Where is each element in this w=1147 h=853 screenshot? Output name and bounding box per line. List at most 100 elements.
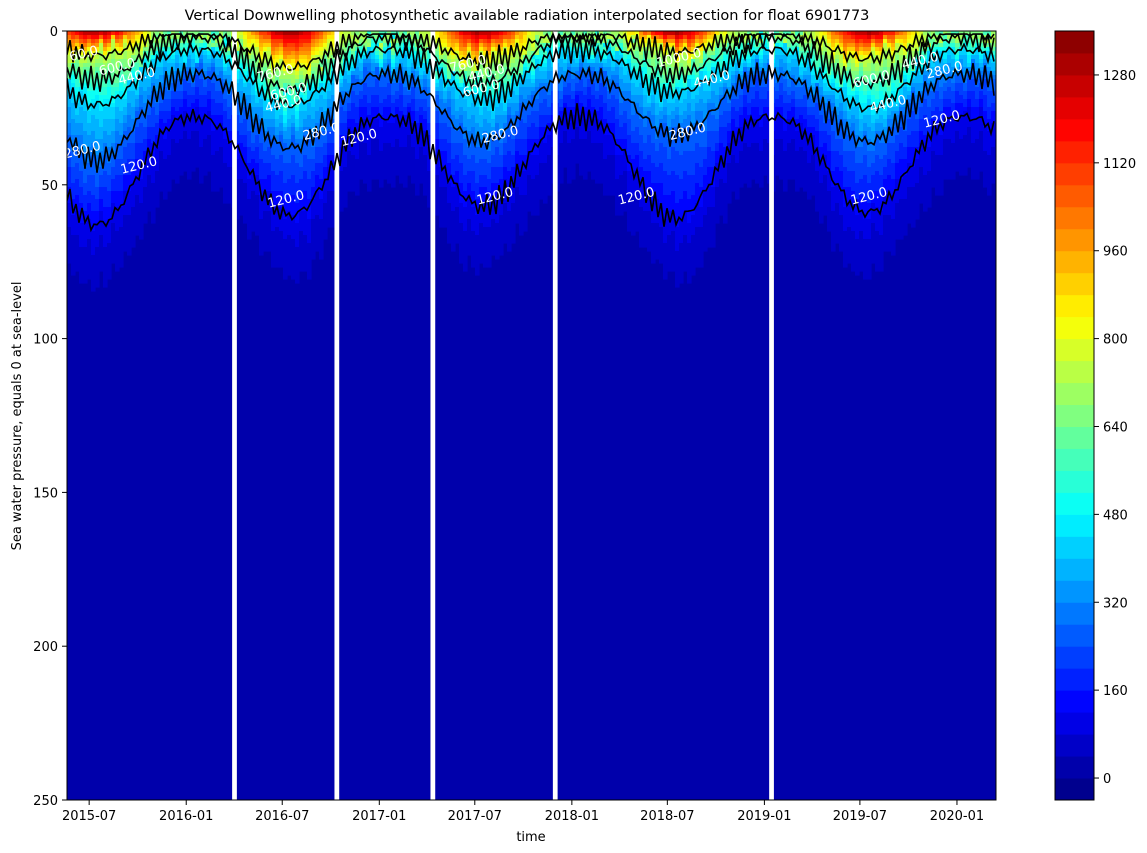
field-cell <box>155 51 160 56</box>
field-cell <box>667 79 672 84</box>
field-cell <box>103 119 108 132</box>
field-cell <box>71 119 76 136</box>
field-cell <box>451 99 456 116</box>
field-cell <box>251 159 256 172</box>
field-cell <box>711 63 716 68</box>
field-cell <box>519 31 524 40</box>
field-cell <box>923 31 928 36</box>
field-cell <box>751 71 756 76</box>
field-cell <box>339 35 344 44</box>
field-cell <box>879 47 884 52</box>
field-cell <box>243 83 248 88</box>
field-cell <box>651 203 656 224</box>
field-cell <box>95 31 100 36</box>
field-cell <box>831 31 836 36</box>
field-cell <box>119 175 124 192</box>
field-cell <box>851 87 856 92</box>
field-cell <box>127 63 132 72</box>
field-cell <box>367 71 372 88</box>
field-cell <box>687 51 692 56</box>
field-cell <box>971 143 976 180</box>
field-cell <box>631 59 636 64</box>
field-cell <box>119 43 124 48</box>
y-tick-label: 0 <box>50 25 58 40</box>
field-cell <box>371 107 376 120</box>
field-cell <box>651 223 656 264</box>
field-cell <box>311 51 316 56</box>
field-cell <box>179 107 184 116</box>
field-cell <box>99 175 104 188</box>
field-cell <box>783 55 788 64</box>
field-cell <box>275 83 280 88</box>
field-cell <box>883 103 888 112</box>
field-cell <box>295 131 300 140</box>
field-cell <box>747 71 752 76</box>
field-cell <box>743 31 748 36</box>
field-cell <box>863 79 868 84</box>
field-cell <box>375 119 380 140</box>
field-cell <box>99 199 104 212</box>
field-cell <box>359 139 364 180</box>
field-cell <box>867 127 872 140</box>
field-cell <box>143 63 148 76</box>
field-cell <box>343 47 348 52</box>
field-cell <box>295 55 300 60</box>
field-cell <box>451 127 456 144</box>
field-cell <box>751 39 756 48</box>
field-cell <box>667 55 672 64</box>
field-cell <box>639 47 644 52</box>
field-cell <box>315 163 320 176</box>
field-cell <box>327 99 332 108</box>
field-cell <box>407 111 412 136</box>
field-cell <box>979 43 984 48</box>
field-cell <box>883 143 888 156</box>
field-cell <box>691 175 696 196</box>
field-cell <box>199 51 204 56</box>
field-cell <box>787 51 792 56</box>
field-cell <box>83 183 88 196</box>
field-cell <box>619 139 624 156</box>
field-cell <box>983 31 988 36</box>
field-cell <box>327 39 332 44</box>
field-cell <box>575 91 580 96</box>
field-cell <box>191 103 196 112</box>
field-cell <box>683 91 688 100</box>
field-cell <box>243 35 248 40</box>
field-cell <box>271 59 276 64</box>
field-cell <box>839 35 844 40</box>
field-cell <box>443 139 448 152</box>
field-cell <box>671 127 676 148</box>
field-cell <box>943 91 948 100</box>
field-cell <box>147 31 152 40</box>
field-cell <box>643 67 648 80</box>
field-cell <box>783 35 788 40</box>
field-cell <box>391 63 396 68</box>
field-cell <box>931 39 936 44</box>
field-cell <box>75 235 80 272</box>
field-cell <box>115 207 120 232</box>
field-cell <box>307 103 312 116</box>
field-cell <box>527 63 532 68</box>
field-cell <box>347 75 352 84</box>
field-cell <box>663 107 668 116</box>
field-cell <box>847 151 852 172</box>
field-cell <box>603 87 608 104</box>
field-cell <box>115 75 120 84</box>
field-cell <box>671 171 676 192</box>
field-cell <box>859 131 864 140</box>
field-cell <box>439 43 444 48</box>
field-cell <box>467 171 472 184</box>
field-cell <box>331 59 336 64</box>
field-cell <box>643 143 648 160</box>
field-cell <box>507 151 512 172</box>
field-cell <box>179 83 184 92</box>
field-cell <box>855 59 860 64</box>
field-cell <box>459 143 464 164</box>
field-cell <box>439 99 444 112</box>
field-cell <box>107 47 112 52</box>
field-cell <box>307 199 312 220</box>
field-cell <box>107 175 112 192</box>
field-cell <box>255 79 260 84</box>
field-cell <box>187 71 192 84</box>
field-cell <box>687 91 692 104</box>
